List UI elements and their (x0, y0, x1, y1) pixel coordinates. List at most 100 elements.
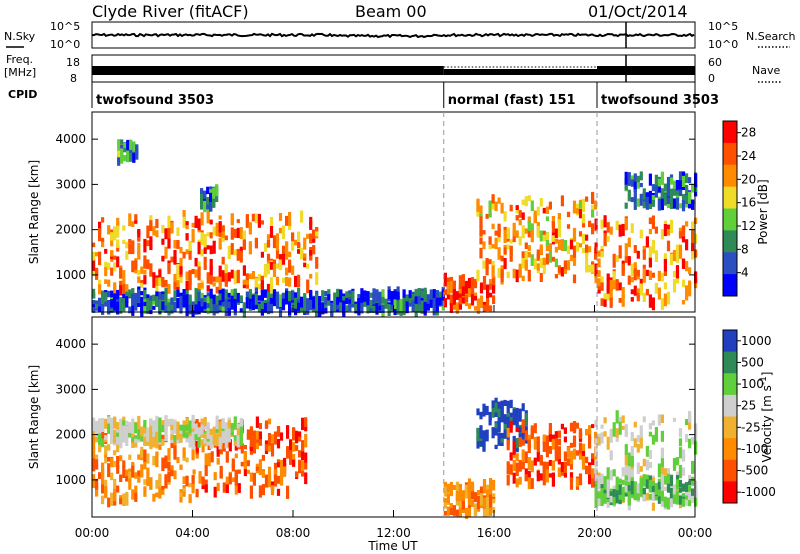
power-echo (572, 200, 577, 212)
velocity-echo (173, 450, 177, 460)
power-echo (146, 259, 150, 270)
velocity-echo (694, 484, 698, 493)
velocity-echo (179, 436, 183, 443)
power-echo (657, 198, 661, 211)
velocity-echo (98, 433, 102, 445)
power-echo (663, 220, 667, 227)
power-ylabel: Slant Range [km] (27, 160, 41, 264)
power-echo (566, 260, 571, 271)
velocity-echo (678, 479, 683, 488)
velocity-echo (216, 482, 220, 492)
velocity-echo (134, 491, 138, 502)
velocity-echo (209, 436, 213, 449)
nsearch-tick-bottom: 10^0 (708, 38, 738, 51)
power-echo (158, 270, 162, 278)
power-echo (557, 218, 561, 229)
power-echo (527, 228, 531, 238)
power-echo (678, 244, 683, 259)
power-echo (542, 234, 546, 242)
power-echo (146, 240, 150, 247)
velocity-echo (170, 465, 174, 477)
velocity-echo (252, 430, 256, 445)
velocity-echo (578, 429, 583, 439)
power-echo (417, 304, 421, 313)
freq-unit: [MHz] (4, 66, 36, 79)
velocity-echo (627, 492, 631, 503)
power-echo (363, 299, 367, 307)
power-echo (215, 276, 219, 283)
power-echo (188, 250, 192, 260)
power-echo (215, 222, 219, 237)
velocity-echo (563, 436, 567, 443)
power-echo (464, 296, 469, 302)
velocity-echo (225, 476, 229, 489)
power-echo (645, 198, 649, 210)
power-colorbar-tick-label: 4 (741, 266, 749, 280)
power-echo (452, 280, 456, 289)
power-echo (188, 270, 192, 284)
velocity-echo (600, 473, 604, 487)
velocity-echo (603, 476, 607, 486)
power-echo (669, 189, 674, 201)
velocity-echo (289, 439, 293, 453)
power-echo (224, 273, 228, 287)
power-echo (218, 221, 222, 233)
power-echo (92, 258, 96, 271)
velocity-echo (600, 424, 604, 429)
power-echo (594, 263, 598, 277)
power-echo (378, 305, 382, 311)
power-echo (179, 266, 183, 275)
power-echo (300, 210, 304, 223)
velocity-echo (492, 498, 496, 504)
velocity-echo (128, 421, 132, 428)
velocity-echo (515, 418, 519, 432)
power-echo (209, 219, 213, 225)
velocity-echo (542, 473, 546, 486)
power-echo (254, 278, 258, 291)
power-echo (609, 279, 613, 290)
power-echo (654, 184, 658, 191)
power-echo (441, 296, 445, 303)
power-echo (101, 240, 105, 248)
velocity-echo (119, 432, 123, 445)
velocity-echo (545, 461, 549, 470)
power-echo (654, 226, 658, 234)
velocity-echo (506, 427, 510, 438)
power-echo (140, 280, 144, 286)
power-echo (120, 157, 124, 164)
velocity-colorbar-tick-label: -500 (741, 464, 768, 478)
velocity-echo (464, 484, 469, 499)
power-echo (489, 292, 493, 298)
velocity-echo (675, 471, 680, 476)
power-echo (678, 189, 683, 197)
velocity-echo (630, 455, 634, 467)
velocity-echo (524, 430, 528, 441)
velocity-echo (213, 472, 217, 481)
velocity-echo (467, 494, 472, 500)
power-echo (642, 245, 646, 253)
velocity-echo (482, 495, 487, 500)
power-echo (126, 139, 130, 151)
velocity-echo (486, 490, 490, 498)
velocity-echo (624, 465, 628, 476)
velocity-echo (594, 438, 598, 446)
power-echo (107, 225, 111, 235)
power-echo (143, 263, 147, 269)
power-echo (536, 206, 540, 216)
velocity-echo (276, 426, 281, 437)
velocity-echo (119, 495, 123, 502)
power-echo (333, 292, 337, 305)
power-echo (167, 302, 171, 311)
power-echo (594, 200, 598, 210)
power-echo (239, 227, 243, 240)
power-echo (642, 199, 646, 209)
power-echo (117, 150, 121, 155)
velocity-echo (113, 488, 117, 502)
power-echo (423, 290, 427, 300)
power-colorbar-frame (722, 120, 738, 297)
power-echo (95, 252, 99, 257)
power-echo (651, 215, 655, 229)
power-echo (672, 250, 677, 262)
velocity-echo (461, 498, 465, 510)
power-echo (467, 303, 472, 309)
